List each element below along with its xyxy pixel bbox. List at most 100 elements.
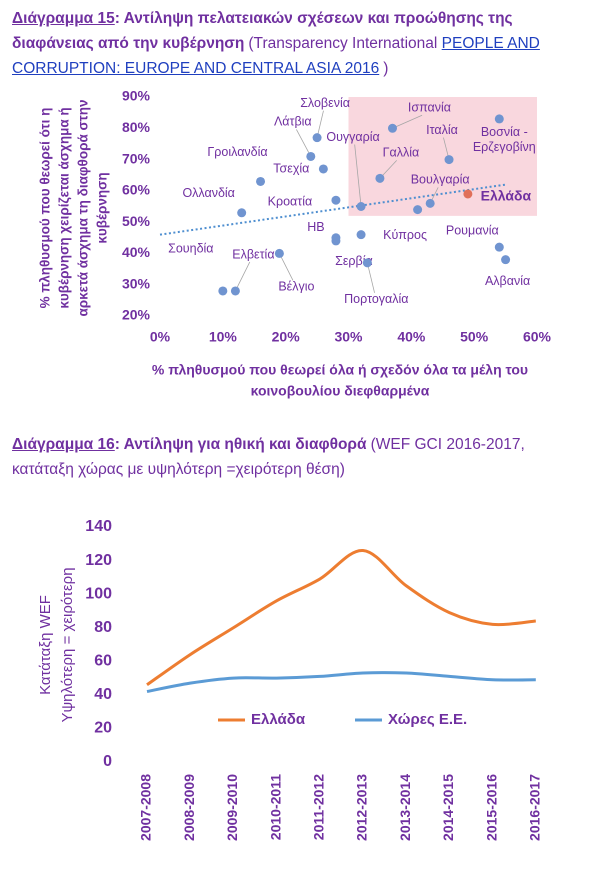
y-tick-label: 20 [94,720,112,737]
point-label: Τσεχία [273,161,309,175]
x-tick-label: 2012-2013 [354,774,370,841]
point-label: Βοσνία -Ερζεγοβίνη [473,125,536,154]
x-tick-label: 2013-2014 [397,774,413,841]
leader-line [366,262,375,293]
y-tick-label: 90% [122,88,151,104]
x-tick-label: 2010-2011 [267,774,283,840]
y-tick-label: 20% [122,307,151,323]
x-tick-label: 10% [209,329,238,345]
point-label: Γροιλανδία [207,145,267,159]
y-tick-label: 120 [85,552,112,569]
y-tick-label: 100 [85,585,112,602]
point [230,286,240,296]
x-tick-label: 60% [523,329,552,345]
point [256,176,266,186]
caption-source: (WEF GCI 2016-2017, κατάταξη χώρας με υψ… [12,436,525,478]
point-label: Λάτβια [274,115,312,129]
caption-title: : Αντίληψη πελατειακών σχέσεων και προώθ… [12,10,513,52]
point [237,208,247,218]
point [318,164,328,174]
caption-title: : Αντίληψη για ηθική και διαφθορά [114,436,367,453]
y-axis-title: κυβέρνηση [95,172,110,243]
x-tick-label: 2016-2017 [527,774,543,841]
caption: Διάγραμμα 16: Αντίληψη για ηθική και δια… [12,432,584,482]
caption-source: (Transparency International [248,35,438,52]
caption-label: Διάγραμμα 16 [12,436,115,453]
x-tick-label: 40% [397,329,426,345]
point-label: Σλοβενία [300,96,350,110]
y-axis-title: κυβέρνηση χειρίζεται άσχημα ή [57,107,72,308]
y-tick-label: 60 [94,653,112,670]
y-tick-label: 140 [85,518,112,535]
x-tick-label: 30% [334,329,363,345]
point [387,123,397,133]
y-axis-title: Κατάταξη WEF [37,595,54,695]
point-label: Βουλγαρία [411,173,470,187]
point [375,173,385,183]
legend-label: Ελλάδα [251,711,306,728]
leader-line [296,129,312,157]
y-tick-label: 70% [122,150,151,166]
point [425,198,435,208]
point-label: Ουγγαρία [326,130,379,144]
y-tick-label: 0 [103,753,112,770]
point-label: Ισπανία [408,101,451,115]
point [312,133,322,143]
x-tick-label: 50% [460,329,489,345]
point [306,151,316,161]
point [501,255,511,265]
x-axis-title: κοινοβουλίου διεφθαρμένα [251,383,430,399]
point [356,202,366,211]
y-tick-label: 30% [122,275,151,291]
source-link[interactable]: PEOPLE AND CORRUPTION: EUROPE AND CENTRA… [12,35,540,77]
point [218,286,228,296]
point-label: Κύπρος [383,228,427,242]
y-tick-label: 50% [122,213,151,229]
series-line [146,671,536,693]
x-tick-label: 2008-2009 [181,774,197,841]
point-label: Πορτογαλία [344,292,408,306]
highlight-region [348,97,537,216]
x-tick-label: 2011-2012 [311,774,327,840]
point-label: Βέλγιο [278,280,314,294]
x-axis-title: % πληθυσμού που θεωρεί όλα ή σχεδόν όλα … [152,362,528,378]
caption: Διάγραμμα 15: Αντίληψη πελατειακών σχέσε… [12,6,584,81]
y-tick-label: 60% [122,182,151,198]
leader-line [279,253,294,281]
point-label: Γαλλία [383,146,420,160]
point [444,155,454,165]
caption-source-end: ) [383,60,389,77]
point [356,230,366,240]
point-label: Σουηδία [168,241,213,255]
y-tick-label: 40% [122,244,151,260]
point-label: Αλβανία [485,274,530,288]
point [331,236,341,246]
legend-label: Χώρες Ε.Ε. [388,711,467,728]
y-axis-title: Υψηλότερη = χειρότερη [59,567,76,722]
caption-label: Διάγραμμα 15 [12,10,115,27]
leader-line [316,110,324,138]
leader-line [235,261,251,292]
y-tick-label: 80 [94,619,112,636]
y-tick-label: 80% [122,119,151,135]
y-axis-title: αρκετά άσχημα τη διαφθορά στην [76,99,91,316]
x-tick-label: 2015-2016 [483,774,499,841]
point-label: Ρουμανία [446,223,499,237]
point-label: ΗΒ [307,220,324,234]
point [494,114,504,124]
point [331,195,341,205]
point-label: Ελλάδα [481,188,532,204]
point [413,205,423,215]
point-label: Ολλανδία [182,186,234,200]
series-line [146,549,536,687]
x-tick-label: 20% [272,329,301,345]
y-axis-title: % πληθυσμού που θεωρεί ότι η [38,108,53,309]
point [463,189,473,199]
point [494,242,504,252]
y-tick-label: 40 [94,686,112,703]
x-tick-label: 2009-2010 [224,774,240,841]
leader-line [392,114,423,129]
leader-line [354,144,362,207]
